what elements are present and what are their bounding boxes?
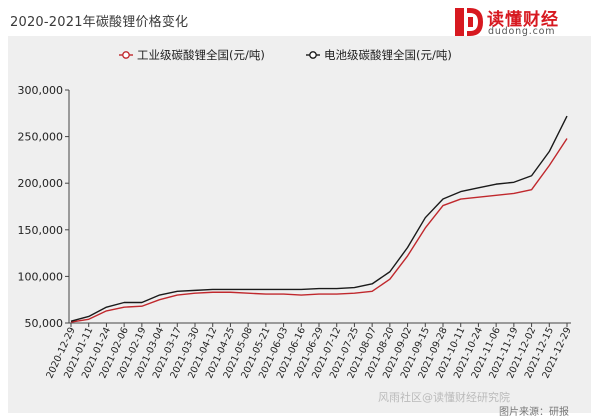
- price-line-chart: 工业级碳酸锂全国(元/吨) 电池级碳酸锂全国(元/吨) 50,000 100,00…: [18, 48, 574, 380]
- header: 2020-2021年碳酸锂价格变化 读懂财经 dudong.com: [0, 0, 599, 44]
- y-tick-label: 250,000: [18, 131, 64, 144]
- plot-area: [70, 115, 568, 323]
- image-source-note: 图片来源：研报: [499, 407, 569, 418]
- y-axis: 50,000 100,000 150,000 200,000 250,000 300,00…: [18, 84, 69, 330]
- x-axis: 2020-12-292021-01-112021-01-242021-02-06…: [44, 323, 574, 380]
- chart-legend: 工业级碳酸锂全国(元/吨) 电池级碳酸锂全国(元/吨): [119, 48, 452, 62]
- page-title: 2020-2021年碳酸锂价格变化: [10, 15, 189, 30]
- y-tick-label: 200,000: [18, 177, 64, 190]
- legend-marker-industrial: [122, 51, 130, 59]
- y-tick-label: 300,000: [18, 84, 64, 97]
- brand-logo-icon: [455, 8, 483, 36]
- series-line-battery: [70, 115, 568, 322]
- legend-marker-battery: [309, 51, 317, 59]
- series-line-industrial: [70, 138, 568, 323]
- y-tick-label: 150,000: [18, 224, 64, 237]
- brand-name: 读懂财经: [487, 10, 559, 30]
- brand-domain: dudong.com: [488, 26, 556, 37]
- brand-logo[interactable]: 读懂财经 dudong.com: [452, 4, 594, 40]
- watermark-text: 风雨社区@读懂财经研究院: [378, 391, 510, 404]
- legend-label-battery: 电池级碳酸锂全国(元/吨): [324, 48, 452, 62]
- legend-label-industrial: 工业级碳酸锂全国(元/吨): [137, 48, 265, 62]
- y-tick-label: 50,000: [25, 317, 64, 330]
- y-tick-label: 100,000: [18, 270, 64, 283]
- chart-panel: 工业级碳酸锂全国(元/吨) 电池级碳酸锂全国(元/吨) 50,000 100,00…: [8, 36, 591, 413]
